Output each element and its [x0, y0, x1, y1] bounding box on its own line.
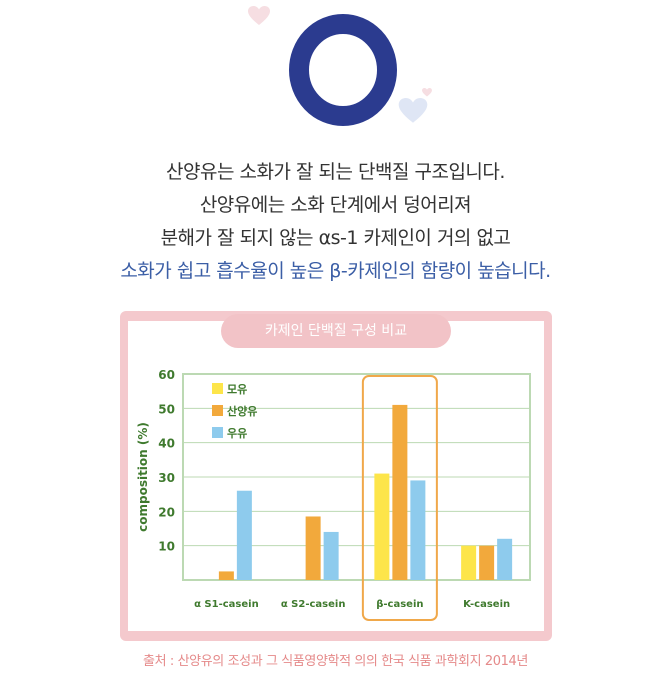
bar	[392, 404, 408, 580]
bar	[305, 516, 321, 580]
bar	[236, 490, 252, 580]
x-category-label: α S1-casein	[194, 599, 259, 610]
heart-icon	[422, 88, 432, 97]
bar	[323, 531, 339, 580]
bar	[374, 473, 390, 580]
bar	[461, 545, 477, 580]
heart-icon	[398, 98, 428, 123]
y-tick-label: 40	[158, 437, 175, 451]
y-tick-label: 30	[158, 471, 175, 485]
heart-icon	[248, 6, 270, 25]
bar	[410, 480, 426, 580]
intro-line-3: 분해가 잘 되지 않는 αs-1 카제인이 거의 없고	[160, 227, 511, 249]
chart-title: 카제인 단백질 구성 비교	[221, 314, 451, 348]
legend-label: 모유	[227, 383, 247, 396]
chart-frame	[120, 311, 552, 641]
intro-line-4-highlight: 소화가 쉽고 흡수율이 높은 β-카제인의 함량이 높습니다.	[120, 260, 551, 282]
x-category-label: K-casein	[463, 599, 510, 610]
legend-label: 우유	[227, 427, 247, 440]
legend-label: 산양유	[227, 404, 257, 418]
legend-swatch	[212, 383, 223, 394]
x-category-label: β-casein	[376, 599, 423, 610]
highlight-box	[361, 375, 438, 621]
bar	[479, 545, 495, 580]
legend-swatch	[212, 405, 223, 416]
bar	[497, 538, 513, 580]
y-tick-label: 10	[158, 540, 175, 554]
intro-line-1: 산양유는 소화가 잘 되는 단백질 구조입니다.	[166, 161, 505, 183]
bar	[218, 571, 234, 580]
y-tick-label: 60	[158, 368, 175, 382]
source-citation: 출처 : 산양유의 조성과 그 식품영양학적 의의 한국 식품 과학회지 201…	[143, 654, 528, 669]
y-tick-label: 20	[158, 505, 175, 519]
legend-swatch	[212, 427, 223, 438]
intro-line-2: 산양유에는 소화 단계에서 덩어리져	[199, 194, 472, 216]
big-o-ring-icon	[289, 14, 397, 126]
y-tick-label: 50	[158, 402, 175, 416]
y-axis-label: composition (%)	[136, 422, 150, 532]
x-category-label: α S2-casein	[281, 599, 346, 610]
